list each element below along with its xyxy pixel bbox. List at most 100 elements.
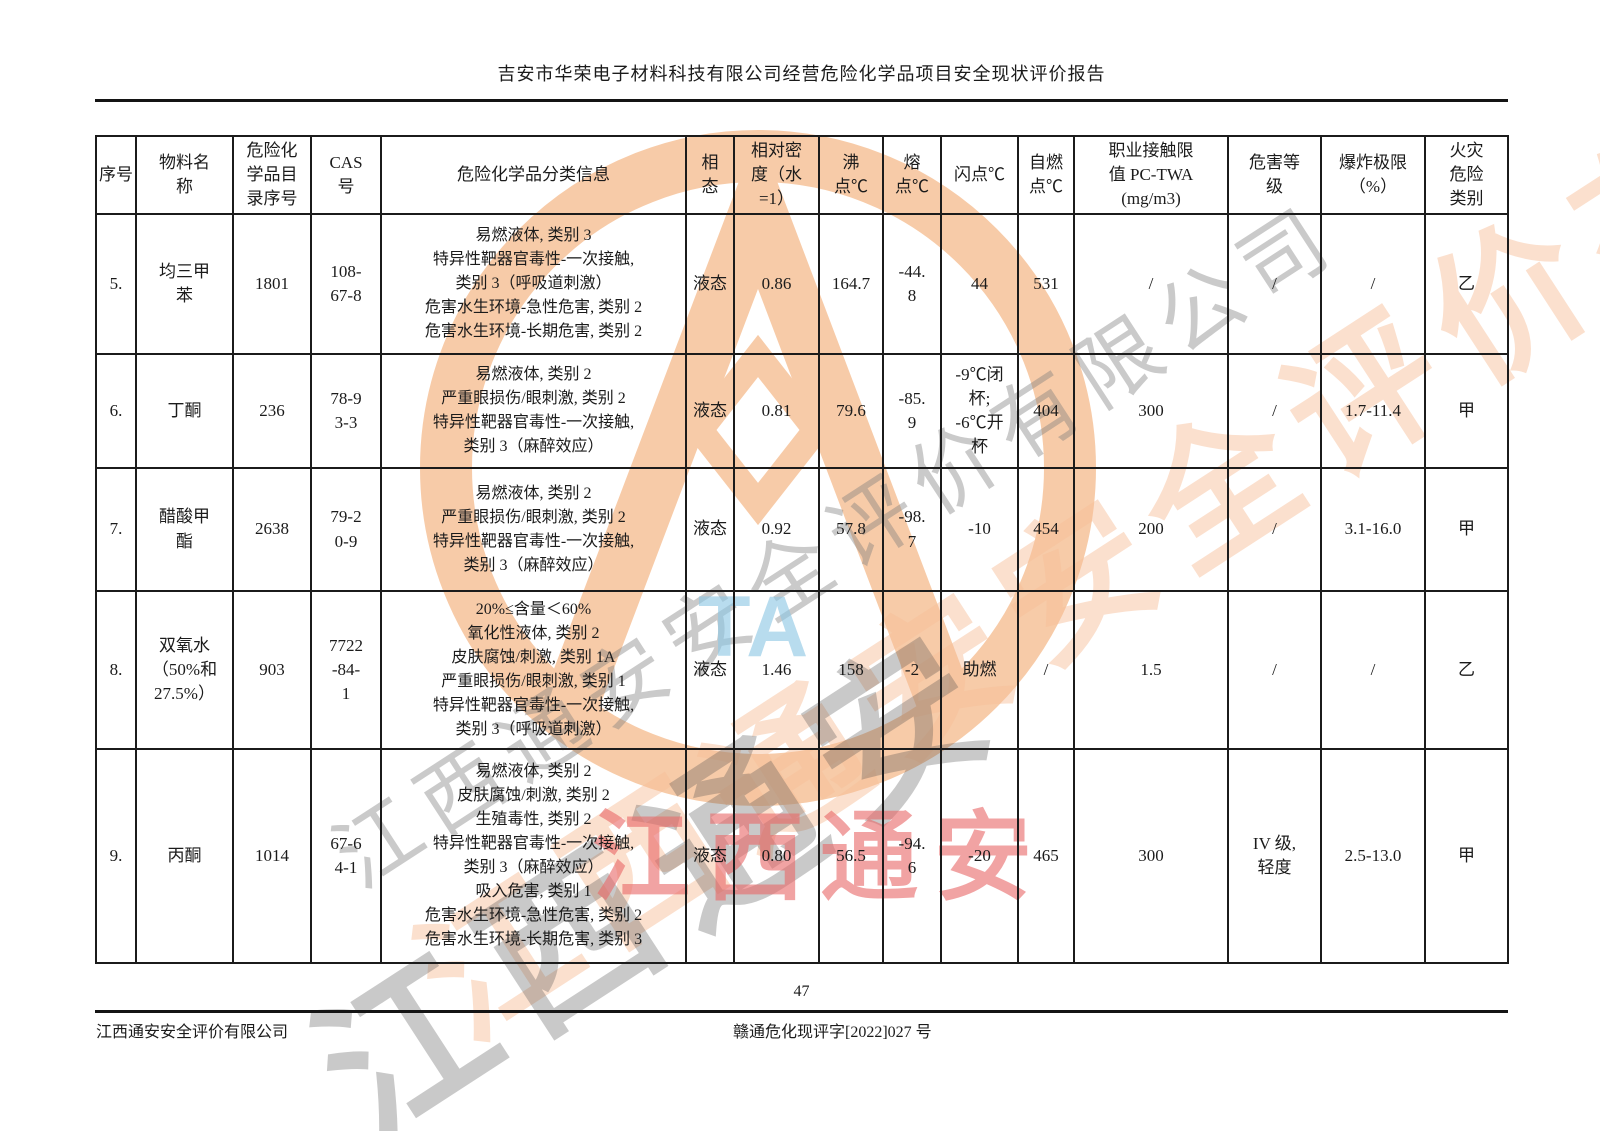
cell-state: 液态	[685, 213, 735, 355]
cell-density: 0.86	[733, 213, 820, 355]
column-header-explosion-limit: 爆炸极限 （%）	[1320, 135, 1426, 215]
cell-autoignition: 465	[1017, 748, 1075, 964]
cell-fire-class: 甲	[1424, 467, 1509, 592]
cell-melting-point: -44. 8	[882, 213, 942, 355]
cell-classification: 20%≤含量＜60% 氧化性液体, 类别 2 皮肤腐蚀/刺激, 类别 1A 严重…	[380, 590, 687, 750]
cell-catalog-no: 903	[232, 590, 312, 750]
cell-cas: 108- 67-8	[310, 213, 382, 355]
cell-boiling-point: 164.7	[818, 213, 884, 355]
cell-no: 8.	[95, 590, 137, 750]
footer-rule	[95, 1010, 1508, 1013]
cell-hazard-grade: /	[1227, 353, 1322, 469]
cell-boiling-point: 158	[818, 590, 884, 750]
cell-flash-point: 44	[940, 213, 1019, 355]
column-header-density: 相对密 度（水 =1）	[733, 135, 820, 215]
cell-fire-class: 乙	[1424, 590, 1509, 750]
cell-melting-point: -94. 6	[882, 748, 942, 964]
table-row: 6. 丁酮 236 78-9 3-3 易燃液体, 类别 2 严重眼损伤/眼刺激,…	[95, 353, 1509, 469]
cell-density: 1.46	[733, 590, 820, 750]
cell-fire-class: 甲	[1424, 353, 1509, 469]
cell-explosion-limit: 2.5-13.0	[1320, 748, 1426, 964]
cell-flash-point: -10	[940, 467, 1019, 592]
column-header-oel: 职业接触限 值 PC-TWA (mg/m3)	[1073, 135, 1229, 215]
cell-cas: 79-2 0-9	[310, 467, 382, 592]
cell-explosion-limit: 3.1-16.0	[1320, 467, 1426, 592]
hazardous-chemicals-table: 序号 物料名 称 危险化 学品目 录序号 CAS 号 危险化学品分类信息 相 态…	[95, 135, 1509, 964]
cell-hazard-grade: IV 级, 轻度	[1227, 748, 1322, 964]
cell-melting-point: -98. 7	[882, 467, 942, 592]
table-row: 9. 丙酮 1014 67-6 4-1 易燃液体, 类别 2 皮肤腐蚀/刺激, …	[95, 748, 1509, 964]
cell-density: 0.80	[733, 748, 820, 964]
cell-oel: 1.5	[1073, 590, 1229, 750]
cell-boiling-point: 56.5	[818, 748, 884, 964]
cell-autoignition: 454	[1017, 467, 1075, 592]
cell-no: 5.	[95, 213, 137, 355]
cell-state: 液态	[685, 590, 735, 750]
cell-cas: 7722 -84- 1	[310, 590, 382, 750]
cell-no: 7.	[95, 467, 137, 592]
cell-explosion-limit: 1.7-11.4	[1320, 353, 1426, 469]
column-header-no: 序号	[95, 135, 137, 215]
cell-flash-point: -20	[940, 748, 1019, 964]
cell-no: 9.	[95, 748, 137, 964]
cell-state: 液态	[685, 748, 735, 964]
cell-classification: 易燃液体, 类别 2 严重眼损伤/眼刺激, 类别 2 特异性靶器官毒性-一次接触…	[380, 467, 687, 592]
cell-autoignition: 404	[1017, 353, 1075, 469]
header-rule	[95, 99, 1508, 102]
cell-density: 0.92	[733, 467, 820, 592]
cell-flash-point: -9℃闭 杯; -6℃开 杯	[940, 353, 1019, 469]
cell-fire-class: 甲	[1424, 748, 1509, 964]
column-header-material-name: 物料名 称	[135, 135, 234, 215]
cell-density: 0.81	[733, 353, 820, 469]
cell-catalog-no: 2638	[232, 467, 312, 592]
cell-melting-point: -2	[882, 590, 942, 750]
page-number: 47	[793, 983, 810, 1000]
cell-autoignition: 531	[1017, 213, 1075, 355]
cell-boiling-point: 57.8	[818, 467, 884, 592]
cell-hazard-grade: /	[1227, 590, 1322, 750]
cell-boiling-point: 79.6	[818, 353, 884, 469]
column-header-classification: 危险化学品分类信息	[380, 135, 687, 215]
cell-cas: 78-9 3-3	[310, 353, 382, 469]
table-row: 5. 均三甲 苯 1801 108- 67-8 易燃液体, 类别 3 特异性靶器…	[95, 213, 1509, 355]
cell-cas: 67-6 4-1	[310, 748, 382, 964]
cell-material-name: 均三甲 苯	[135, 213, 234, 355]
cell-oel: 300	[1073, 748, 1229, 964]
table-row: 8. 双氧水 （50%和 27.5%） 903 7722 -84- 1 20%≤…	[95, 590, 1509, 750]
cell-explosion-limit: /	[1320, 213, 1426, 355]
cell-material-name: 丁酮	[135, 353, 234, 469]
column-header-hazard-grade: 危害等 级	[1227, 135, 1322, 215]
column-header-flash-point: 闪点℃	[940, 135, 1019, 215]
column-header-autoignition: 自燃 点℃	[1017, 135, 1075, 215]
cell-fire-class: 乙	[1424, 213, 1509, 355]
column-header-fire-class: 火灾 危险 类别	[1424, 135, 1509, 215]
table-header-row: 序号 物料名 称 危险化 学品目 录序号 CAS 号 危险化学品分类信息 相 态…	[95, 135, 1509, 215]
cell-state: 液态	[685, 467, 735, 592]
column-header-state: 相 态	[685, 135, 735, 215]
cell-oel: /	[1073, 213, 1229, 355]
column-header-cas: CAS 号	[310, 135, 382, 215]
cell-oel: 300	[1073, 353, 1229, 469]
cell-flash-point: 助燃	[940, 590, 1019, 750]
column-header-boiling-point: 沸 点℃	[818, 135, 884, 215]
cell-autoignition: /	[1017, 590, 1075, 750]
cell-melting-point: -85. 9	[882, 353, 942, 469]
column-header-melting-point: 熔 点℃	[882, 135, 942, 215]
cell-material-name: 丙酮	[135, 748, 234, 964]
cell-classification: 易燃液体, 类别 2 严重眼损伤/眼刺激, 类别 2 特异性靶器官毒性-一次接触…	[380, 353, 687, 469]
cell-material-name: 双氧水 （50%和 27.5%）	[135, 590, 234, 750]
cell-hazard-grade: /	[1227, 213, 1322, 355]
cell-state: 液态	[685, 353, 735, 469]
table-row: 7. 醋酸甲 酯 2638 79-2 0-9 易燃液体, 类别 2 严重眼损伤/…	[95, 467, 1509, 592]
footer-org-name: 江西通安安全评价有限公司	[96, 1024, 289, 1041]
cell-classification: 易燃液体, 类别 3 特异性靶器官毒性-一次接触, 类别 3（呼吸道刺激） 危害…	[380, 213, 687, 355]
column-header-catalog-no: 危险化 学品目 录序号	[232, 135, 312, 215]
cell-classification: 易燃液体, 类别 2 皮肤腐蚀/刺激, 类别 2 生殖毒性, 类别 2 特异性靶…	[380, 748, 687, 964]
cell-hazard-grade: /	[1227, 467, 1322, 592]
cell-catalog-no: 236	[232, 353, 312, 469]
cell-oel: 200	[1073, 467, 1229, 592]
cell-no: 6.	[95, 353, 137, 469]
cell-catalog-no: 1014	[232, 748, 312, 964]
